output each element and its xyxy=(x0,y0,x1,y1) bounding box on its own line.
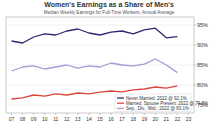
x-tick-label: 08 xyxy=(20,116,26,122)
x-tick-label: 15 xyxy=(97,116,103,122)
y-tick-label: 95% xyxy=(197,22,208,28)
x-tick-label: 16 xyxy=(108,116,114,122)
legend-swatch xyxy=(117,103,124,104)
plot-frame xyxy=(6,17,194,113)
x-tick-label: 20 xyxy=(153,116,159,122)
y-tick xyxy=(194,25,196,26)
y-tick-label: 90% xyxy=(197,42,208,48)
y-tick-label: 85% xyxy=(197,62,208,68)
legend-swatch xyxy=(117,97,124,98)
y-tick xyxy=(194,65,196,66)
x-tick-label: 19 xyxy=(141,116,147,122)
grid-line xyxy=(6,25,194,26)
subtitle: Median Weekly Earnings for Full-Time Wor… xyxy=(44,10,175,15)
x-tick-label: 10 xyxy=(42,116,48,122)
series-line xyxy=(12,28,178,43)
series-line xyxy=(12,59,178,73)
legend-label: Sep., Div., Wid.: 2022 @ 83.1% xyxy=(126,106,189,111)
x-tick-label: 14 xyxy=(86,116,92,122)
x-tick-label: 07 xyxy=(9,116,15,122)
grid-line xyxy=(6,85,194,86)
y-tick xyxy=(194,85,196,86)
x-tick-label: 13 xyxy=(75,116,81,122)
x-tick-label: 21 xyxy=(164,116,170,122)
legend-swatch xyxy=(117,108,124,109)
x-tick-label: 09 xyxy=(31,116,37,122)
y-tick-label: 80% xyxy=(197,82,208,88)
x-tick-label: 12 xyxy=(64,116,70,122)
x-tick-label: 11 xyxy=(53,116,58,122)
x-tick-label: 18 xyxy=(130,116,136,122)
title: Women's Earnings as a Share of Men's xyxy=(44,1,174,9)
x-tick-label: 22 xyxy=(175,116,181,122)
series-group xyxy=(12,28,178,99)
x-tick-label: 23 xyxy=(186,116,192,122)
x-tick-label: 17 xyxy=(119,116,125,122)
grid-line xyxy=(6,45,194,46)
y-tick xyxy=(194,45,196,46)
